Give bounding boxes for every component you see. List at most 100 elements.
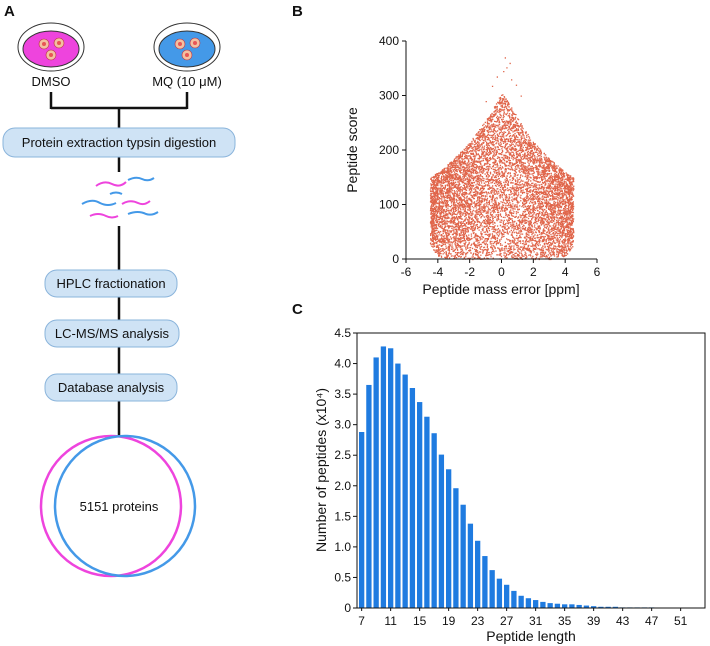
bar	[446, 469, 452, 608]
bar-x-tick-label: 27	[500, 614, 514, 628]
bar-ylabel: Number of peptides (x10⁴)	[313, 388, 329, 552]
bar	[388, 348, 394, 608]
scatter-x-tick-label: -2	[464, 265, 475, 279]
bar-y-tick-label: 1.5	[334, 509, 351, 523]
bar	[482, 556, 488, 608]
bar	[409, 388, 416, 608]
scatter-ticks: -6 -4 -2 0 2 4 6 0 100 200 300 400	[379, 34, 601, 279]
scatter-ylabel: Peptide score	[344, 107, 360, 193]
bar-y-tick-label: 0.5	[334, 570, 351, 584]
bar	[460, 504, 466, 608]
bar	[605, 606, 611, 608]
bar-y-tick-label: 3.0	[334, 418, 351, 432]
bar-x-tick-label: 43	[616, 614, 630, 628]
step-label-database: Database analysis	[58, 380, 165, 395]
bar	[518, 595, 524, 608]
bar-y-tick-label: 1.0	[334, 540, 351, 554]
bar-x-tick-label: 15	[413, 614, 427, 628]
peptide-fragments-icon	[81, 176, 159, 219]
bar-x-tick-label: 11	[384, 614, 397, 628]
bar	[547, 603, 553, 608]
step-box-hplc	[44, 269, 178, 298]
scatter-x-tick-label: 4	[562, 265, 569, 279]
bar	[373, 357, 379, 608]
step-box-lcms	[44, 319, 180, 348]
bar	[540, 601, 546, 608]
bar	[598, 606, 604, 608]
bar-ticks: 0 0.5 1.0 1.5 2.0 2.5 3.0 3.5 4.0 4.5 7 11 15 19 23 27 3…	[334, 326, 687, 628]
bar-xlabel: Peptide length	[486, 628, 576, 644]
bar-x-tick-label: 47	[645, 614, 659, 628]
panel-b: B -6 -4 -2 0 2 4 6 0 100 200 300 400 Peptide mass e…	[292, 3, 601, 297]
bar	[438, 454, 445, 608]
bar	[569, 604, 575, 608]
panel-a-letter: A	[4, 3, 15, 20]
venn-dmso-circle	[39, 434, 183, 578]
step-label-digestion: Protein extraction typsin digestion	[22, 135, 216, 150]
scatter-x-tick-label: 2	[530, 265, 537, 279]
panel-b-letter: B	[292, 3, 303, 20]
scatter-x-tick-label: 0	[498, 265, 505, 279]
bar	[533, 600, 539, 608]
bar	[612, 606, 619, 608]
scatter-plot	[429, 57, 575, 261]
bar-x-tick-label: 7	[358, 614, 365, 628]
bar	[525, 598, 532, 608]
bar	[359, 432, 365, 608]
bar	[395, 363, 401, 608]
scatter-y-tick-label: 100	[379, 198, 399, 212]
panel-c-letter: C	[292, 301, 303, 318]
scatter-y-tick-label: 300	[379, 89, 399, 103]
bar-y-tick-label: 0	[344, 601, 351, 615]
bar	[554, 603, 561, 608]
bar	[366, 384, 372, 608]
mq-dish-icon	[153, 22, 221, 72]
scatter-y-tick-label: 200	[379, 143, 399, 157]
bar	[496, 578, 503, 608]
bar-x-tick-label: 19	[442, 614, 456, 628]
bar	[431, 433, 437, 608]
bar-x-tick-label: 35	[558, 614, 572, 628]
bar	[380, 346, 387, 608]
bar-y-tick-label: 2.0	[334, 479, 351, 493]
panel-c: C 0 0.5 1.0 1.5 2.0 2.5 3.0 3.5 4.0 4.5 7 11 15 19 23 2…	[292, 301, 706, 644]
bar	[402, 374, 408, 608]
bar-y-tick-label: 4.5	[334, 326, 351, 340]
scatter-xlabel: Peptide mass error [ppm]	[422, 281, 579, 297]
bar	[583, 605, 590, 608]
venn-mq-circle	[53, 434, 197, 578]
bar-chart-frame	[356, 332, 706, 609]
bar-x-tick-label: 51	[674, 614, 688, 628]
bar	[475, 540, 481, 608]
scatter-y-tick-label: 0	[392, 252, 399, 266]
panel-a: A DMSO MQ (10 μM)	[2, 3, 236, 578]
bar	[424, 416, 430, 608]
mq-label: MQ (10 μM)	[152, 74, 222, 89]
scatter-points	[429, 57, 575, 261]
bar-y-tick-label: 4.0	[334, 357, 351, 371]
bar-x-tick-label: 31	[529, 614, 543, 628]
scatter-x-tick-label: 6	[594, 265, 601, 279]
bar	[576, 604, 582, 608]
bar-x-tick-label: 23	[471, 614, 485, 628]
bar-x-tick-label: 39	[587, 614, 601, 628]
step-box-digestion	[2, 127, 236, 158]
bar	[511, 590, 517, 608]
bar	[562, 604, 568, 608]
scatter-x-tick-label: -4	[432, 265, 443, 279]
venn-label: 5151 proteins	[80, 499, 159, 514]
bar	[453, 488, 459, 608]
step-label-hplc: HPLC fractionation	[56, 276, 165, 291]
bar-chart	[359, 346, 691, 608]
step-box-database	[44, 373, 178, 402]
bar	[591, 606, 597, 608]
bar-y-tick-label: 3.5	[334, 387, 351, 401]
bar	[467, 523, 474, 608]
scatter-x-tick-label: -6	[401, 265, 412, 279]
bar	[489, 570, 495, 608]
dmso-dish-icon	[17, 22, 85, 72]
flow-connectors	[49, 92, 189, 437]
dmso-label: DMSO	[32, 74, 71, 89]
scatter-y-tick-label: 400	[379, 34, 399, 48]
